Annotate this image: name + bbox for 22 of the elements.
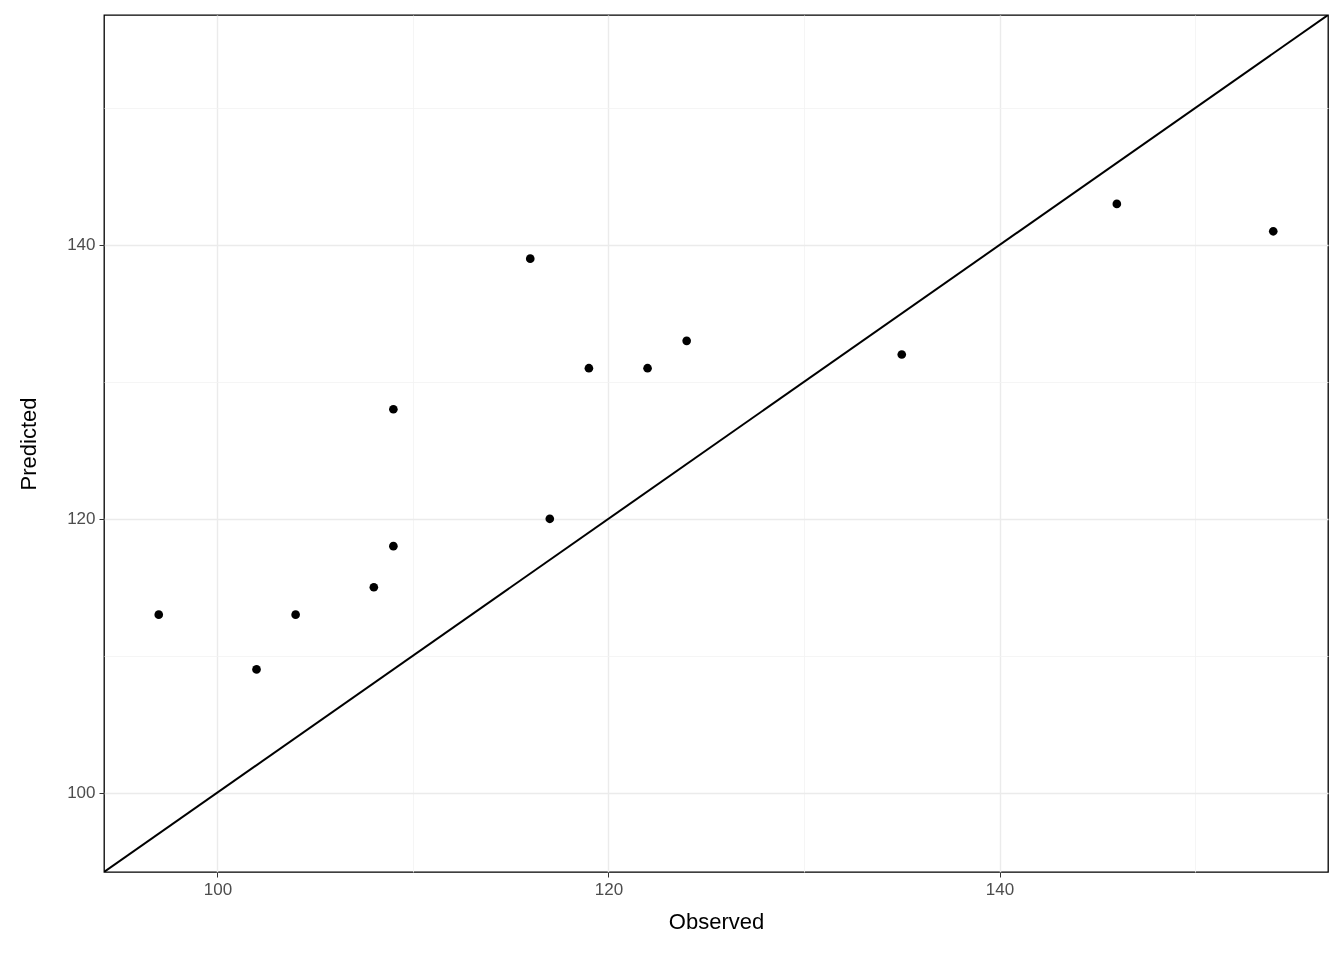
point [252, 665, 261, 674]
y-axis-title: Predicted [16, 397, 42, 491]
point [584, 363, 594, 373]
point [1268, 226, 1278, 236]
y-tick-label: 120 [67, 509, 96, 529]
point [643, 363, 652, 373]
point [389, 541, 398, 551]
point [369, 582, 379, 592]
x-tick-label: 120 [594, 879, 624, 899]
point [897, 350, 907, 359]
point [682, 336, 691, 346]
y-tick-label: 100 [67, 783, 96, 803]
point [545, 514, 555, 524]
x-tick-label: 140 [985, 879, 1015, 899]
point [525, 254, 535, 264]
point [291, 610, 300, 619]
point [154, 610, 164, 619]
y-tick-label: 140 [67, 235, 96, 255]
x-tick-label: 100 [203, 879, 233, 899]
x-axis-title: Observed [668, 908, 765, 934]
point [389, 404, 398, 414]
point [1112, 199, 1122, 209]
